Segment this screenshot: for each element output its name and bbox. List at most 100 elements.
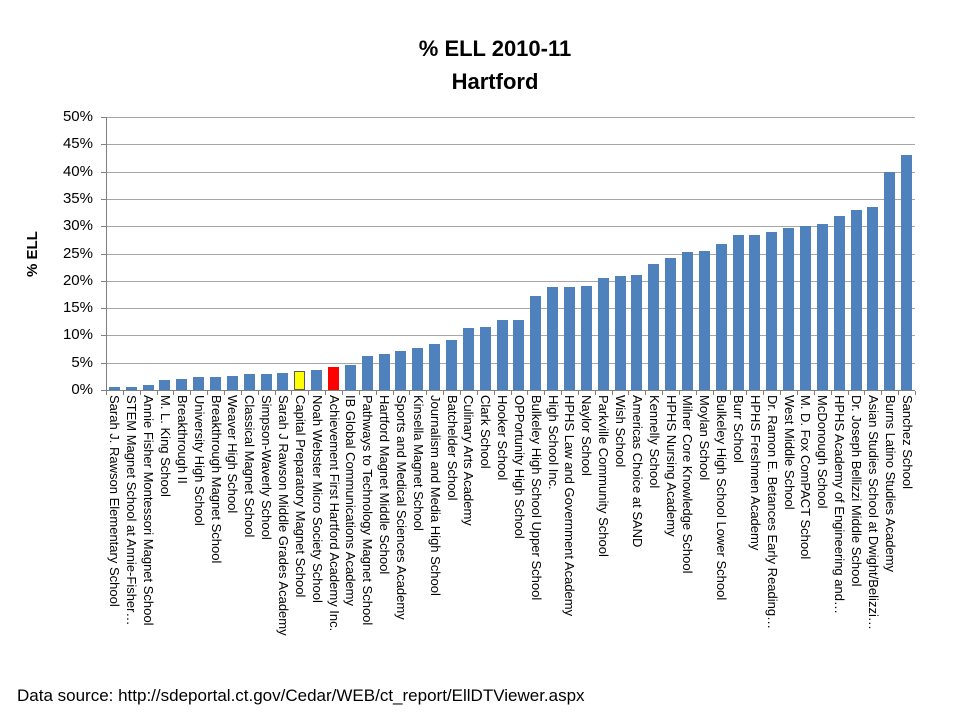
x-category-label-35: Milner Core Knowledge School	[680, 395, 695, 574]
gridline-35%	[106, 199, 915, 200]
x-tick-6	[207, 391, 208, 395]
bar-34	[665, 257, 676, 390]
bar-27	[547, 287, 558, 390]
bar-48	[901, 154, 912, 390]
y-tick-20%	[101, 281, 106, 282]
x-category-label-16: Pathways to Technology Magnet School	[360, 395, 375, 626]
x-category-label-47: Burns Latino Studies Academy	[883, 395, 898, 573]
x-tick-46	[881, 391, 882, 395]
bar-26	[530, 296, 541, 390]
bar-5	[176, 378, 187, 390]
bar-2	[126, 387, 137, 390]
x-category-label-11: Sarah J Rawson Middle Grades Academy	[276, 395, 291, 636]
x-category-label-8: Weaver High School	[225, 395, 240, 514]
bar-33	[648, 263, 659, 390]
x-tick-25	[527, 391, 528, 395]
y-tick-label-15%: 15%	[62, 299, 93, 316]
x-tick-26	[544, 391, 545, 395]
x-category-label-33: Kennelly School	[647, 395, 662, 489]
bar-38	[733, 235, 744, 390]
bar-46	[867, 206, 878, 390]
x-category-label-10: Simpson-Waverly School	[259, 395, 274, 540]
x-tick-19	[426, 391, 427, 395]
bar-43	[817, 224, 828, 390]
x-category-label-39: HPHS Freshmen Academy	[748, 395, 763, 551]
gridline-5%	[106, 363, 915, 364]
x-category-label-26: Bulkeley High School Upper School	[529, 395, 544, 601]
x-tick-34	[679, 391, 680, 395]
x-category-label-40: Dr. Ramon E. Betances Early Reading…	[765, 395, 780, 630]
y-tick-label-0%: 0%	[71, 381, 93, 398]
bar-6	[193, 376, 204, 390]
chart-title-line1: % ELL 2010-11	[418, 36, 572, 61]
bar-23	[480, 326, 491, 390]
x-tick-39	[763, 391, 764, 395]
x-category-label-31: Wish School	[613, 395, 628, 468]
bar-3	[143, 384, 154, 390]
x-tick-43	[831, 391, 832, 395]
y-tick-25%	[101, 254, 106, 255]
bar-19	[412, 347, 423, 390]
x-category-label-42: M. D. Fox ComPACT School	[798, 395, 813, 560]
y-tick-30%	[101, 226, 106, 227]
x-tick-27	[561, 391, 562, 395]
x-category-label-19: Kinsella Magnet School	[411, 395, 426, 531]
x-tick-20	[443, 391, 444, 395]
y-tick-label-5%: 5%	[71, 354, 93, 371]
bar-40	[766, 231, 777, 390]
x-category-label-30: Parkville Community School	[596, 395, 611, 557]
x-category-label-18: Sports and Medical Sciences Academy	[394, 395, 409, 620]
x-tick-13	[325, 391, 326, 395]
x-tick-40	[780, 391, 781, 395]
bar-42	[800, 225, 811, 390]
gridline-40%	[106, 172, 915, 173]
bar-35	[682, 252, 693, 390]
y-tick-10%	[101, 335, 106, 336]
bar-29	[581, 285, 592, 390]
x-tick-21	[460, 391, 461, 395]
gridline-50%	[106, 117, 915, 118]
x-category-label-29: Naylor School	[579, 395, 594, 476]
x-tick-41	[797, 391, 798, 395]
x-tick-24	[511, 391, 512, 395]
x-tick-47	[898, 391, 899, 395]
bar-11	[277, 373, 288, 390]
x-category-label-38: Burr School	[731, 395, 746, 463]
bar-28	[564, 286, 575, 390]
bar-1	[109, 387, 120, 390]
x-tick-33	[662, 391, 663, 395]
x-category-label-21: Batchelder School	[445, 395, 460, 501]
bar-41	[783, 228, 794, 390]
x-category-label-45: Dr. Joseph Bellizzi Middle School	[849, 395, 864, 587]
x-tick-3	[157, 391, 158, 395]
bar-44	[834, 215, 845, 390]
x-tick-38	[746, 391, 747, 395]
x-category-label-23: Clark School	[478, 395, 493, 469]
gridline-15%	[106, 308, 915, 309]
x-category-label-32: Americas Choice at SAND	[630, 395, 645, 548]
bar-4	[159, 380, 170, 390]
x-category-label-5: Breakthrough II	[175, 395, 190, 484]
y-tick-label-45%: 45%	[62, 135, 93, 152]
bar-47	[884, 171, 895, 390]
x-category-label-25: OPPortunity High School	[512, 395, 527, 539]
x-tick-48	[915, 391, 916, 395]
x-category-label-24: Hooker School	[495, 395, 510, 481]
x-category-label-6: University High School	[192, 395, 207, 526]
bar-9	[244, 374, 255, 390]
y-tick-label-30%: 30%	[62, 217, 93, 234]
y-axis-title: % ELL	[24, 231, 41, 277]
x-tick-29	[595, 391, 596, 395]
bar-21	[446, 339, 457, 390]
x-category-label-28: HPHS Law and Government Academy	[562, 395, 577, 617]
x-category-label-4: M. L. King School	[158, 395, 173, 497]
y-tick-label-35%: 35%	[62, 190, 93, 207]
bar-31	[615, 275, 626, 390]
x-tick-45	[864, 391, 865, 395]
x-category-label-41: West Middle School	[782, 395, 797, 510]
x-tick-17	[393, 391, 394, 395]
x-category-label-1: Sarah J. Rawson Elementary School	[107, 395, 122, 607]
bar-10	[261, 374, 272, 390]
x-category-label-46: Asian Studies School at Dwight/Belizzi…	[866, 395, 881, 630]
bar-16	[362, 355, 373, 390]
